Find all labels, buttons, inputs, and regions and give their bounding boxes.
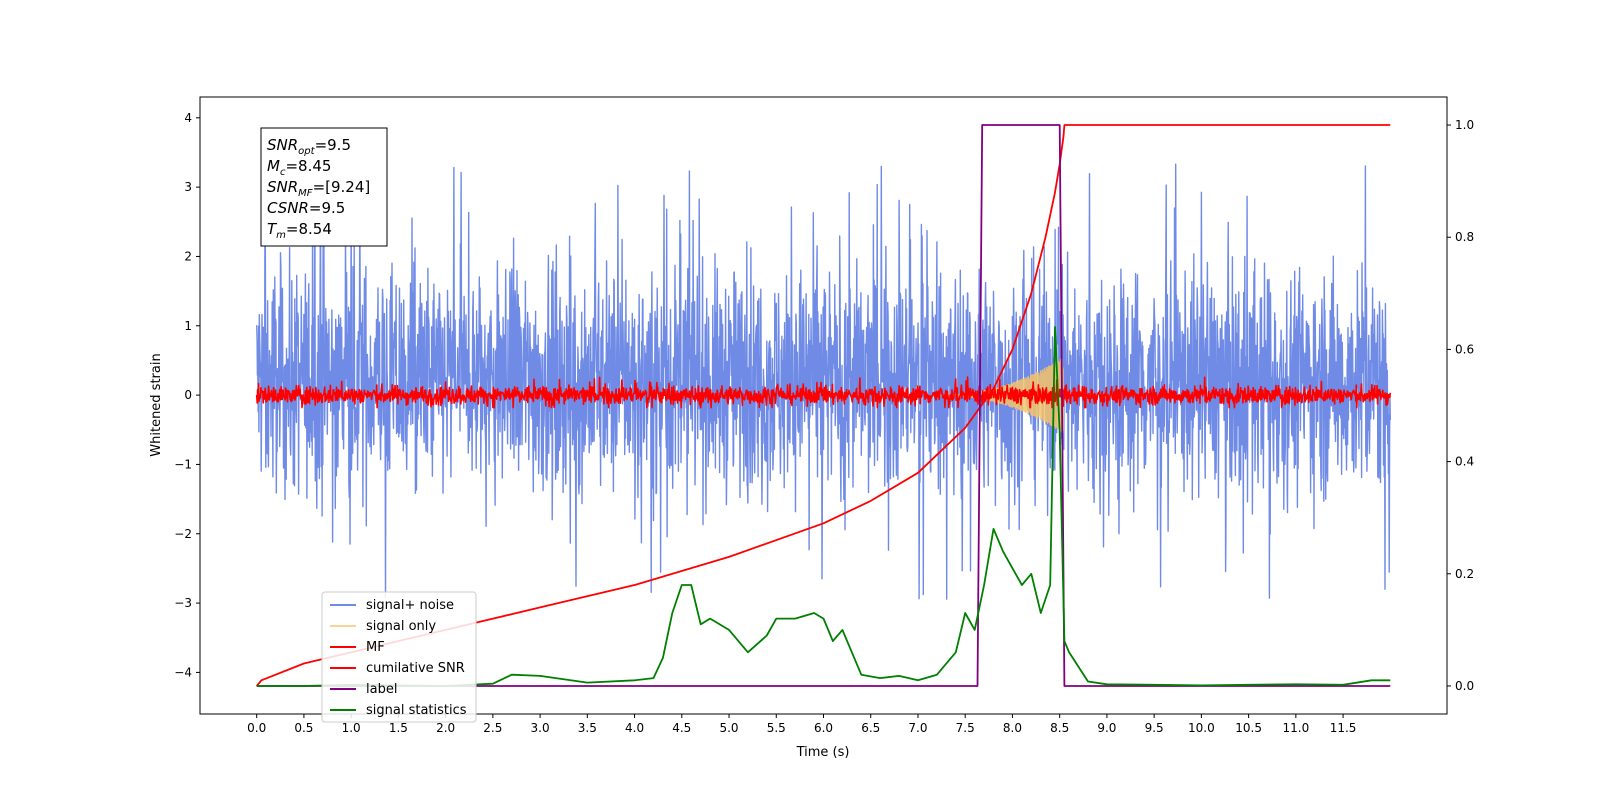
y-axis-left: 4 3 2 1 0 −1 −2 −3 −4	[174, 111, 200, 679]
x-tick-label: 10.0	[1188, 721, 1215, 735]
y2-tick-label: 0.8	[1455, 230, 1474, 244]
x-tick-label: 8.0	[1003, 721, 1022, 735]
y2-tick-label: 0.0	[1455, 679, 1474, 693]
x-tick-label: 6.0	[814, 721, 833, 735]
legend-entry: signal only	[366, 619, 436, 634]
x-tick-label: 7.5	[956, 721, 975, 735]
annotation-line: Tm=8.54	[267, 220, 332, 241]
y-tick-label: −4	[174, 665, 192, 679]
x-tick-label: 7.0	[908, 721, 927, 735]
legend-entry: signal+ noise	[366, 598, 454, 613]
x-tick-label: 10.5	[1235, 721, 1262, 735]
legend-entry: signal statistics	[366, 703, 467, 718]
x-tick-label: 8.5	[1050, 721, 1069, 735]
y-tick-label: 0	[184, 388, 192, 402]
y-tick-label: 2	[184, 249, 192, 263]
legend-entry: label	[366, 682, 397, 697]
legend-entry: MF	[366, 640, 385, 655]
x-tick-label: 9.5	[1145, 721, 1164, 735]
x-tick-label: 4.5	[672, 721, 691, 735]
x-tick-label: 9.0	[1097, 721, 1116, 735]
x-tick-label: 0.0	[247, 721, 266, 735]
x-tick-label: 3.0	[531, 721, 550, 735]
x-tick-label: 2.0	[436, 721, 455, 735]
y-tick-label: −1	[174, 457, 192, 471]
x-tick-label: 1.0	[342, 721, 361, 735]
x-axis-label: Time (s)	[796, 745, 850, 760]
x-tick-label: 4.0	[625, 721, 644, 735]
x-tick-label: 11.5	[1330, 721, 1357, 735]
x-tick-label: 5.0	[719, 721, 738, 735]
y-axis-right: 1.0 0.8 0.6 0.4 0.2 0.0	[1447, 118, 1474, 693]
y2-tick-label: 0.2	[1455, 567, 1474, 581]
y2-tick-label: 0.4	[1455, 455, 1474, 469]
series-label-line	[256, 124, 1391, 687]
x-tick-label: 6.5	[861, 721, 880, 735]
annotation-frame	[260, 127, 388, 247]
annotation-line: CSNR=9.5	[267, 199, 345, 217]
series-mf-line	[255, 376, 1392, 409]
y-tick-label: −2	[174, 527, 192, 541]
annotation-line: SNRopt=9.5	[267, 136, 351, 157]
annotation-line: Mc=8.45	[267, 157, 331, 178]
y-tick-label: 3	[184, 180, 192, 194]
legend-frame	[321, 591, 477, 723]
y-tick-label: −3	[174, 596, 192, 610]
y-tick-label: 4	[184, 111, 192, 125]
legend-entry: cumilative SNR	[366, 661, 465, 676]
x-tick-label: 3.5	[578, 721, 597, 735]
y-axis-label: Whitened strain	[149, 353, 164, 456]
series-signal-noise-line	[256, 163, 1391, 600]
y-tick-label: 1	[184, 319, 192, 333]
x-tick-label: 2.5	[483, 721, 502, 735]
annotation-line: SNRMF=[9.24]	[267, 178, 370, 199]
x-axis: 0.0 0.5 1.0 1.5 2.0 2.5 3.0 3.5 4.0 4.5 5.0 5.5 6.0 6…	[247, 714, 1356, 735]
legend: signal+ noise signal only MF cumilative SNR…	[321, 591, 477, 723]
x-tick-label: 5.5	[767, 721, 786, 735]
series-signal-statistics-line	[256, 326, 1391, 687]
y2-tick-label: 0.6	[1455, 342, 1474, 356]
x-tick-label: 1.5	[389, 721, 408, 735]
x-tick-label: 11.0	[1282, 721, 1309, 735]
y2-tick-label: 1.0	[1455, 118, 1474, 132]
x-tick-label: 0.5	[294, 721, 313, 735]
